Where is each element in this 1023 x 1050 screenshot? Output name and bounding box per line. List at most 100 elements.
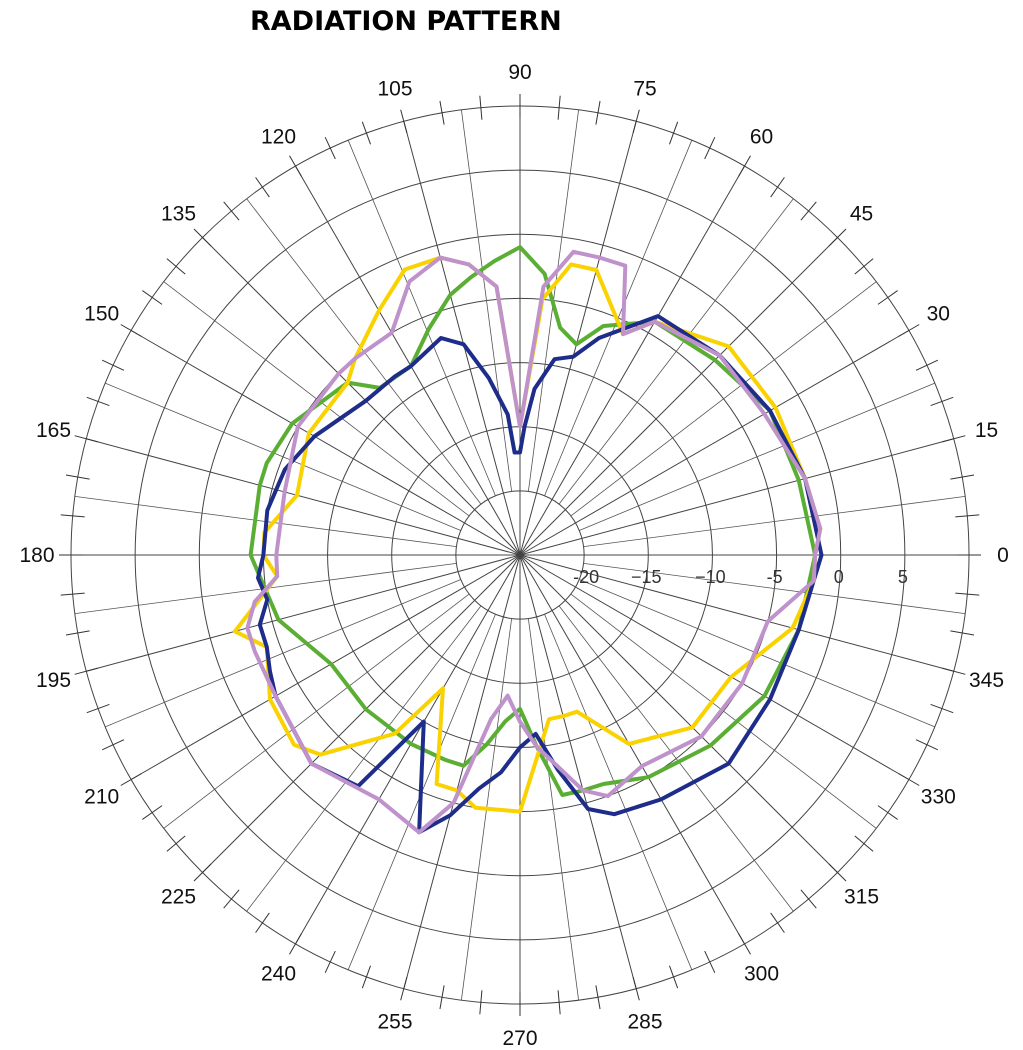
- outer-tick: [557, 990, 561, 1015]
- angle-label: 165: [36, 419, 71, 442]
- grid-spoke: [519, 554, 954, 672]
- grid-spoke: [130, 554, 521, 780]
- grid-spoke: [519, 121, 637, 556]
- angle-label: 270: [502, 1027, 537, 1050]
- angle-label: 30: [927, 303, 950, 326]
- series-line-3: [245, 249, 823, 835]
- outer-tick: [915, 359, 939, 371]
- outer-tick: [915, 739, 939, 751]
- outer-tick: [166, 835, 186, 852]
- grid-spoke: [202, 237, 521, 556]
- grid-spoke-minor: [558, 605, 794, 912]
- outer-tick: [595, 100, 601, 125]
- grid-spoke-minor: [583, 562, 966, 615]
- outer-tick: [86, 703, 110, 714]
- angle-label: 330: [921, 786, 956, 809]
- angle-label: 240: [261, 962, 296, 985]
- outer-tick: [941, 435, 966, 443]
- outer-tick: [361, 965, 372, 989]
- outer-tick: [877, 805, 898, 820]
- outer-tick: [632, 976, 640, 1001]
- grid-spoke-minor: [579, 382, 935, 531]
- outer-tick: [324, 136, 336, 160]
- grid-spoke: [130, 330, 521, 556]
- grid-spoke-minor: [544, 614, 693, 970]
- outer-tick: [595, 985, 601, 1010]
- polar-labels: 0 15 30 45 60 75 90 105 120 135 150 165 180 195 210 225…: [19, 61, 1008, 1050]
- angle-label: 75: [633, 78, 656, 101]
- angle-label: 90: [508, 61, 531, 84]
- angle-label: 60: [750, 126, 773, 149]
- outer-tick: [930, 396, 954, 407]
- outer-tick: [479, 95, 483, 120]
- outer-tick: [400, 976, 408, 1001]
- outer-tick: [828, 228, 847, 247]
- outer-tick: [255, 912, 270, 933]
- grid-spoke: [202, 554, 521, 873]
- grid-spoke: [519, 554, 838, 873]
- outer-tick: [324, 950, 336, 974]
- grid-spoke-minor: [105, 579, 461, 728]
- grid-spoke: [519, 554, 745, 945]
- outer-tick: [60, 514, 85, 518]
- outer-tick: [854, 258, 874, 275]
- polar-grid: [59, 94, 981, 1016]
- outer-tick: [941, 667, 966, 675]
- grid-spoke: [295, 554, 521, 945]
- grid-spoke: [519, 165, 745, 556]
- grid-spoke-minor: [105, 382, 461, 531]
- outer-tick: [738, 155, 751, 177]
- outer-tick: [439, 985, 445, 1010]
- outer-tick: [120, 324, 142, 337]
- outer-tick: [898, 324, 920, 337]
- outer-tick: [65, 630, 90, 636]
- grid-spoke-minor: [583, 495, 966, 548]
- grid-spoke: [86, 554, 521, 672]
- angle-label: 195: [36, 669, 71, 692]
- grid-spoke: [519, 237, 838, 556]
- grid-spoke-minor: [246, 605, 482, 912]
- outer-tick: [950, 630, 975, 636]
- grid-spoke: [519, 330, 910, 556]
- outer-tick: [223, 889, 240, 909]
- angle-label: 225: [161, 886, 196, 909]
- chart-title: RADIATION PATTERN: [250, 6, 562, 37]
- angle-label: 45: [850, 203, 873, 226]
- outer-tick: [166, 258, 186, 275]
- angle-label: 105: [377, 78, 412, 101]
- angle-label: 150: [84, 303, 119, 326]
- grid-spoke: [519, 438, 954, 556]
- outer-tick: [854, 835, 874, 852]
- grid-spoke-minor: [570, 593, 877, 829]
- grid-spoke-minor: [163, 593, 470, 829]
- outer-tick: [704, 136, 716, 160]
- polar-series-group: [233, 245, 824, 835]
- grid-spoke-minor: [558, 198, 794, 505]
- angle-label: 0: [997, 544, 1009, 567]
- outer-tick: [955, 592, 980, 596]
- outer-tick: [877, 290, 898, 305]
- outer-tick: [557, 95, 561, 120]
- radial-label: −15: [631, 567, 662, 587]
- outer-tick: [828, 863, 847, 882]
- grid-spoke-minor: [163, 281, 470, 517]
- outer-tick: [800, 889, 817, 909]
- outer-tick: [74, 435, 99, 443]
- grid-spoke: [403, 554, 521, 989]
- outer-tick: [704, 950, 716, 974]
- angle-label: 300: [744, 962, 779, 985]
- grid-spoke: [86, 438, 521, 556]
- outer-tick: [289, 933, 302, 955]
- grid-spoke-minor: [460, 109, 513, 492]
- outer-tick: [142, 290, 163, 305]
- radial-label: 0: [834, 567, 844, 587]
- outer-tick: [101, 359, 125, 371]
- grid-spoke-minor: [570, 281, 877, 517]
- outer-tick: [479, 990, 483, 1015]
- outer-tick: [400, 109, 408, 134]
- angle-label: 285: [627, 1011, 662, 1034]
- radial-label: 5: [898, 567, 908, 587]
- series-line-2: [256, 314, 824, 835]
- angle-label: 15: [975, 419, 998, 442]
